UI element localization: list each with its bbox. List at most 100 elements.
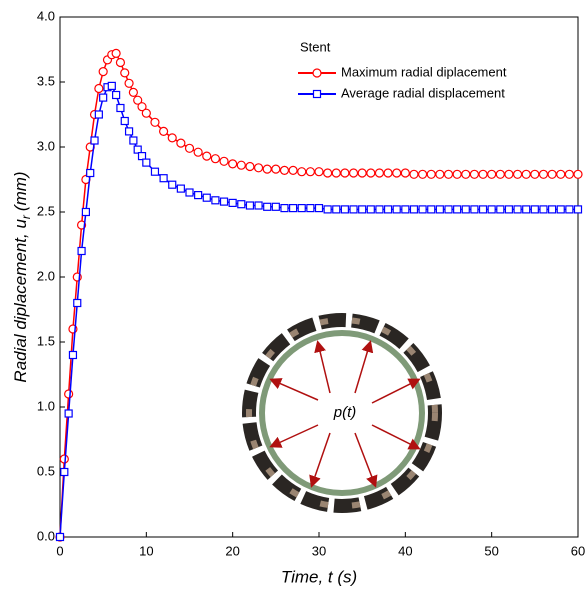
data-point (59, 454, 69, 464)
data-point (129, 136, 138, 145)
data-point (305, 167, 315, 177)
data-point (81, 207, 91, 217)
data-point (366, 168, 376, 178)
data-point (90, 136, 99, 145)
y-tick-label: 0.0 (37, 528, 55, 543)
y-axis-label-unit: (mm) (11, 171, 30, 211)
data-point (245, 161, 255, 172)
data-point (504, 169, 514, 179)
data-point (469, 169, 479, 179)
legend-marker (312, 89, 322, 99)
x-tick-label: 60 (571, 543, 585, 558)
data-point (374, 168, 385, 178)
data-point (228, 198, 237, 207)
data-point (128, 87, 138, 98)
data-point (111, 48, 121, 59)
data-point (211, 196, 220, 205)
legend-label: Maximum radial diplacement (341, 64, 507, 79)
data-point (77, 246, 86, 256)
data-point (323, 168, 333, 178)
data-point (167, 133, 177, 143)
data-point (262, 164, 272, 174)
data-point (184, 143, 195, 153)
data-point (124, 78, 134, 88)
data-point (133, 145, 142, 154)
x-tick-label: 50 (484, 543, 498, 558)
data-point (470, 205, 479, 214)
data-point (452, 169, 462, 179)
y-tick-label: 1.0 (37, 398, 55, 413)
data-point (435, 169, 445, 179)
data-point (107, 81, 116, 91)
data-point (288, 165, 298, 175)
data-point (427, 205, 436, 214)
data-point (236, 160, 246, 170)
data-point (392, 168, 402, 178)
data-point (426, 169, 436, 179)
data-point (176, 184, 185, 193)
data-point (194, 191, 203, 200)
data-point (64, 409, 73, 418)
data-point (478, 205, 488, 214)
data-point (115, 57, 126, 68)
data-point (444, 205, 453, 214)
x-axis-label: Time, t (s) (281, 567, 357, 586)
data-point (332, 205, 341, 214)
data-point (357, 168, 367, 178)
data-point (556, 205, 565, 214)
data-point (522, 205, 531, 214)
data-point (279, 165, 290, 175)
x-tick-label: 10 (139, 543, 153, 558)
data-point (513, 205, 522, 214)
data-point (112, 90, 121, 100)
data-point (358, 205, 367, 214)
data-point (289, 204, 298, 213)
data-point (375, 205, 384, 214)
data-point (124, 127, 134, 136)
data-point (340, 205, 349, 214)
data-point (392, 205, 401, 214)
inset-stent: p(t) (242, 313, 442, 513)
data-point (443, 169, 454, 179)
data-point (565, 205, 574, 214)
data-point (323, 205, 332, 214)
data-point (461, 205, 470, 214)
data-point (150, 167, 160, 176)
y-tick-label: 3.0 (37, 138, 55, 153)
legend-marker (312, 68, 322, 78)
data-point (202, 193, 211, 202)
data-point (547, 169, 557, 179)
y-axis-label-main: Radial diplacement, u (11, 219, 30, 383)
data-point (521, 169, 531, 179)
data-point (99, 93, 108, 102)
y-axis-label-sub: r (19, 214, 33, 219)
data-point (219, 156, 229, 166)
y-tick-label: 2.5 (37, 203, 55, 218)
legend-title: Stent (300, 39, 331, 54)
data-point (530, 169, 540, 179)
data-point (539, 205, 548, 214)
data-point (297, 167, 307, 177)
data-point (142, 158, 151, 167)
y-tick-label: 1.5 (37, 333, 55, 348)
data-point (137, 102, 147, 112)
x-tick-label: 40 (398, 543, 412, 558)
data-point (86, 168, 95, 178)
data-point (504, 205, 514, 214)
x-tick-label: 20 (225, 543, 239, 558)
data-point (141, 108, 151, 118)
data-point (271, 164, 281, 174)
data-point (219, 197, 229, 206)
data-point (487, 169, 497, 179)
data-point (185, 188, 194, 197)
data-point (487, 205, 496, 214)
data-point (193, 147, 203, 157)
data-point (98, 66, 108, 77)
data-point (400, 168, 410, 178)
y-tick-label: 3.5 (37, 73, 55, 88)
data-point (202, 151, 212, 161)
data-point (401, 205, 410, 214)
data-point (530, 205, 539, 214)
data-point (297, 204, 306, 213)
